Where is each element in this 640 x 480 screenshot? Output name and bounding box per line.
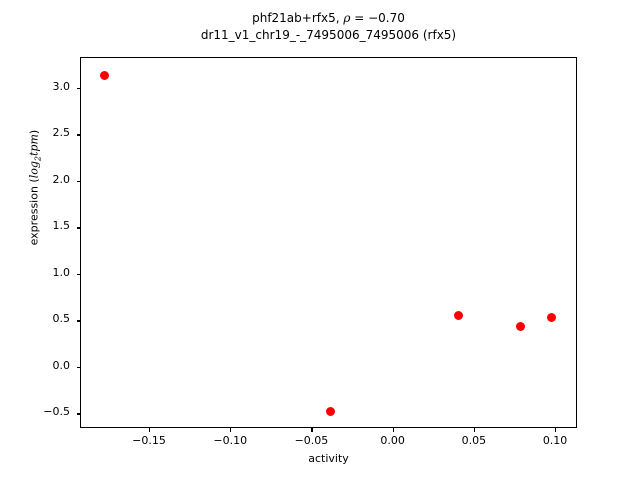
- chart-subtitle: dr11_v1_chr19_-_7495006_7495006 (rfx5): [200, 28, 457, 42]
- x-axis-label: activity: [308, 452, 349, 465]
- x-tick: [473, 428, 475, 432]
- y-tick-label: 0.5: [52, 312, 71, 326]
- plot-area: [80, 57, 577, 428]
- chart-title-prefix: phf21ab+rfx5,: [252, 11, 344, 25]
- x-tick-label: −0.15: [132, 434, 166, 447]
- y-tick: [76, 227, 80, 229]
- x-tick: [311, 428, 313, 432]
- x-tick-label: 0.10: [542, 434, 568, 447]
- y-tick: [76, 180, 80, 183]
- x-tick: [392, 428, 394, 432]
- y-axis-label-log: log: [27, 161, 41, 179]
- y-axis-label-math: log2tpm: [27, 134, 43, 179]
- x-tick: [555, 428, 557, 432]
- rho-symbol: ρ: [343, 11, 351, 25]
- scatter-point: [454, 311, 464, 321]
- x-tick-label: −0.10: [213, 434, 248, 447]
- y-axis-label-tpm: tpm: [27, 134, 41, 156]
- scatter-point: [515, 321, 525, 331]
- y-tick: [76, 320, 80, 322]
- y-tick-label: 3.0: [52, 79, 71, 93]
- x-tick: [149, 428, 151, 432]
- y-tick: [76, 273, 80, 276]
- x-tick-label: −0.05: [294, 434, 329, 447]
- x-tick-label: 0.00: [380, 434, 405, 447]
- y-tick-label: 0.0: [52, 358, 71, 372]
- y-tick-label: −0.5: [43, 405, 70, 419]
- data-points-layer: [81, 58, 576, 427]
- x-tick-label: 0.05: [461, 434, 487, 447]
- y-axis-label-suffix: ): [27, 129, 41, 135]
- y-tick-label: 1.5: [52, 219, 71, 233]
- y-axis-label-prefix: expression (: [27, 178, 41, 246]
- y-tick: [76, 87, 80, 90]
- y-tick-label: 2.0: [52, 172, 71, 186]
- y-tick: [76, 366, 80, 369]
- scatter-point: [100, 71, 110, 81]
- y-axis-label: expression (log2tpm): [27, 8, 42, 368]
- x-tick: [230, 428, 232, 432]
- y-tick-label: 2.5: [52, 126, 71, 140]
- chart-title: phf21ab+rfx5, ρ = −0.70 dr11_v1_chr19_-_…: [80, 10, 577, 44]
- scatter-point: [325, 407, 335, 417]
- y-tick: [76, 413, 80, 415]
- chart-title-line-1: phf21ab+rfx5, ρ = −0.70: [80, 10, 577, 27]
- y-tick: [76, 134, 80, 136]
- y-axis-label-base: 2: [33, 156, 43, 162]
- scatter-point: [546, 313, 556, 323]
- chart-title-rho-value: = −0.70: [350, 11, 405, 25]
- y-tick-label: 1.0: [52, 265, 71, 279]
